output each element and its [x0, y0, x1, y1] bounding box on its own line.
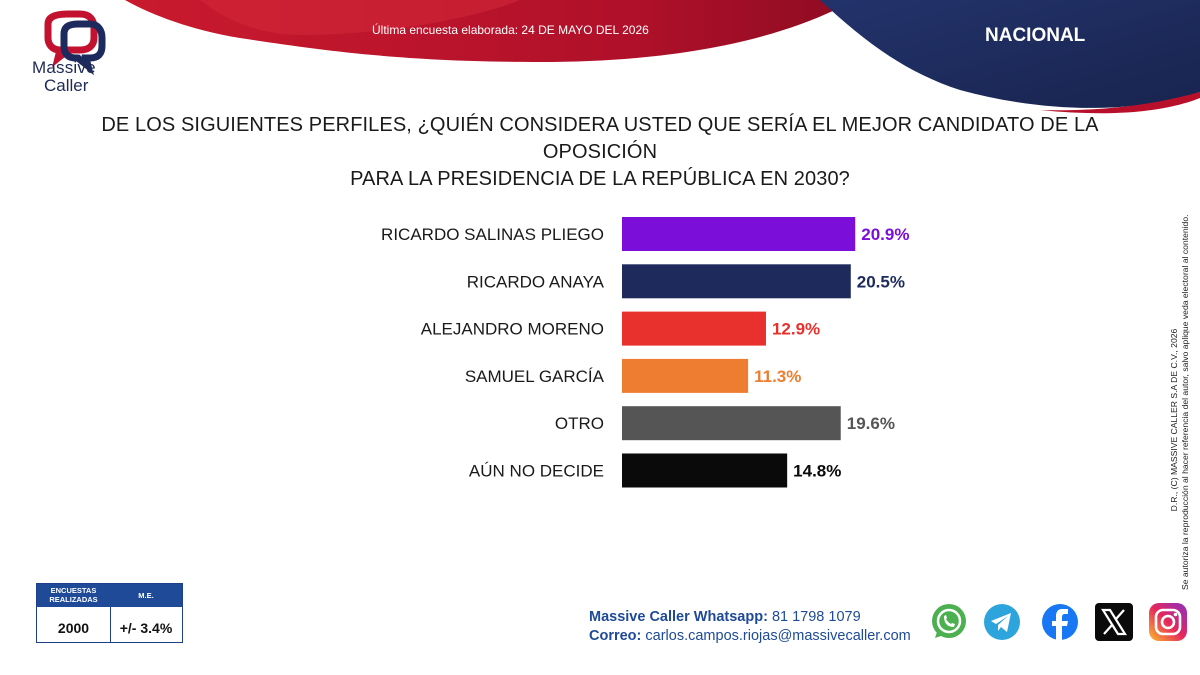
- value-label: 11.3%: [754, 367, 801, 386]
- category-label: SAMUEL GARCÍA: [465, 367, 605, 386]
- chart-title-line1: DE LOS SIGUIENTES PERFILES, ¿QUIÉN CONSI…: [101, 114, 1099, 163]
- value-label: 12.9%: [772, 320, 820, 339]
- whatsapp-icon[interactable]: [929, 602, 969, 642]
- margin-error-value: +/- 3.4%: [119, 620, 173, 636]
- email-label: Correo:: [589, 628, 642, 644]
- bar: [622, 217, 856, 251]
- surveys-header: ENCUESTAS REALIZADAS: [49, 586, 98, 604]
- whatsapp-number[interactable]: 81 1798 1079: [771, 609, 861, 625]
- x-icon[interactable]: [1094, 602, 1134, 642]
- bar: [622, 406, 841, 441]
- instagram-icon[interactable]: [1148, 602, 1188, 642]
- massive-caller-logo: [44, 10, 106, 76]
- category-label: AÚN NO DECIDE: [469, 462, 604, 481]
- whatsapp-contact: Massive Caller Whatsapp: 81 1798 1079: [589, 608, 911, 627]
- stats-header-row: [37, 584, 182, 607]
- category-label: RICARDO ANAYA: [467, 272, 605, 291]
- copyright-line1: D.R., (C) MASSIVE CALLER S.A DE C.V., 20…: [1169, 328, 1179, 512]
- bar-chart: RICARDO SALINAS PLIEGO 20.9% RICARDO ANAYA…: [381, 217, 909, 488]
- email-contact: Correo: carlos.campos.riojas@massivecall…: [589, 627, 911, 646]
- facebook-icon[interactable]: [1040, 602, 1080, 642]
- telegram-icon[interactable]: [982, 602, 1022, 642]
- margin-error-header: M.E.: [138, 591, 154, 600]
- whatsapp-label: Massive Caller Whatsapp:: [589, 609, 768, 625]
- value-label: 20.9%: [861, 225, 909, 244]
- value-label: 19.6%: [847, 414, 895, 433]
- copyright-line2: Se autoriza la reproducción al hacer ref…: [1180, 214, 1190, 591]
- chart-title-line2: PARA LA PRESIDENCIA DE LA REPÚBLICA EN 2…: [350, 168, 850, 190]
- last-survey-date: Última encuesta elaborada: 24 DE MAYO DE…: [372, 23, 649, 37]
- contact-info: Massive Caller Whatsapp: 81 1798 1079 Co…: [589, 608, 911, 646]
- bar: [622, 264, 851, 299]
- survey-stats-table: ENCUESTAS REALIZADAS M.E. 2000 +/- 3.4%: [36, 583, 183, 643]
- logo-text-massive: Massive: [32, 58, 96, 77]
- bar: [622, 311, 766, 346]
- value-label: 20.5%: [857, 272, 905, 291]
- bar: [622, 358, 749, 393]
- category-label: ALEJANDRO MORENO: [421, 320, 604, 339]
- logo-text-caller: Caller: [44, 76, 89, 95]
- header-background: [125, 0, 1200, 114]
- category-label: OTRO: [555, 414, 604, 433]
- chart-title: DE LOS SIGUIENTES PERFILES, ¿QUIÉN CONSI…: [50, 112, 1150, 193]
- value-label: 14.8%: [793, 462, 841, 481]
- region-label: NACIONAL: [985, 25, 1086, 46]
- email-address[interactable]: carlos.campos.riojas@massivecaller.com: [645, 628, 911, 644]
- bar: [622, 453, 788, 488]
- stats-divider: [110, 607, 111, 642]
- copyright-notice: D.R., (C) MASSIVE CALLER S.A DE C.V., 20…: [1169, 214, 1190, 591]
- surveys-value: 2000: [57, 620, 90, 636]
- category-label: RICARDO SALINAS PLIEGO: [381, 225, 604, 244]
